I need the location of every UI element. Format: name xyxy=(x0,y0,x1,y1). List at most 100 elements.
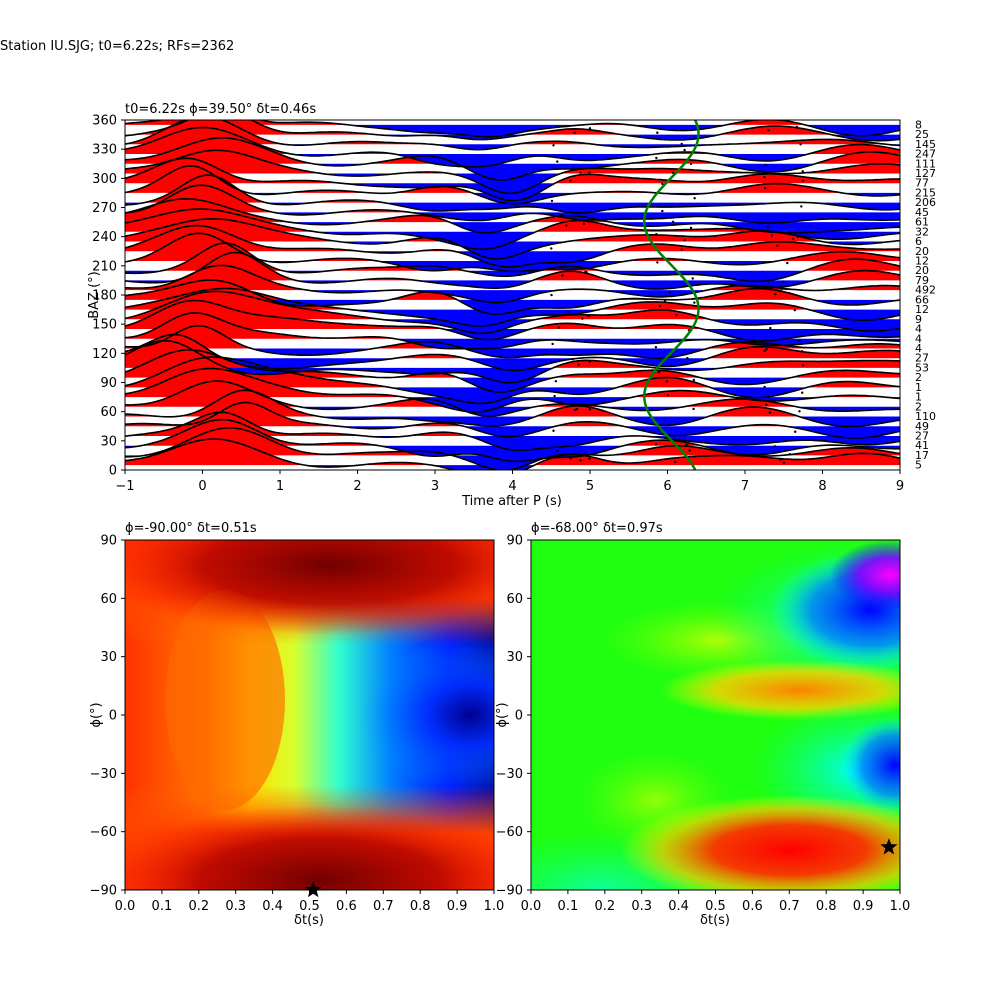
rf-positive-fill xyxy=(125,427,900,456)
rf-trace-line xyxy=(125,232,900,273)
rf-pick-dot xyxy=(556,449,559,453)
rf-pick-dot xyxy=(573,131,577,135)
rf-trace-line xyxy=(125,197,900,234)
rf-pick-dot xyxy=(563,265,566,268)
rf-pick-dot xyxy=(801,364,805,367)
grid-left-x-tick-label: 1.0 xyxy=(484,899,505,914)
rf-bin-count: 2 xyxy=(915,400,922,413)
rf-pick-dot xyxy=(556,160,559,163)
rf-pick-dot xyxy=(581,317,584,320)
rf-bin-count: 25 xyxy=(915,128,929,141)
rf-bin-count: 1 xyxy=(915,391,922,404)
grid-right-y-tick-label: 60 xyxy=(506,592,523,607)
rf-trace-line xyxy=(125,242,900,283)
grid-right-x-tick-label: 0.3 xyxy=(631,899,652,914)
rf-pick-dot xyxy=(788,453,791,456)
rf-bin-count: 127 xyxy=(915,167,936,180)
rf-pick-dot xyxy=(685,443,688,447)
rf-trace-line xyxy=(125,174,900,214)
grid-right-y-tick-label: 30 xyxy=(506,650,523,665)
rf-bin-count: 12 xyxy=(915,303,929,316)
grid-right-y-tick-label: 0 xyxy=(515,709,523,724)
grid-left-y-tick-label: −60 xyxy=(90,825,117,840)
rf-pick-dot xyxy=(765,403,768,407)
rf-pick-dot xyxy=(552,144,555,147)
rf-pick-dot xyxy=(674,460,677,464)
rf-pick-dot xyxy=(661,182,664,186)
grid-right-x-tick-label: 0.0 xyxy=(521,899,542,914)
rf-bin-count: 49 xyxy=(915,420,929,433)
grid-left-blue-core xyxy=(360,635,494,795)
grid-right-x-label: δt(s) xyxy=(700,913,730,928)
rf-x-tick-label: 0 xyxy=(198,479,206,494)
rf-pick-dot xyxy=(588,408,592,411)
rf-bin-count: 41 xyxy=(915,439,929,452)
rf-bin-count: 4 xyxy=(915,323,922,336)
rf-negative-fill xyxy=(125,348,900,359)
rf-bin-count: 8 xyxy=(915,118,922,131)
grid-left-heatmap xyxy=(125,540,494,890)
rf-y-tick-label: 0 xyxy=(109,464,117,479)
rf-bin-count: 6 xyxy=(915,235,922,248)
rf-pick-dot xyxy=(774,292,777,296)
rf-bin-count: 77 xyxy=(915,177,929,190)
grid-right-x-tick-label: 0.6 xyxy=(742,899,763,914)
rf-pick-dot xyxy=(550,199,554,203)
rf-bin-count: 206 xyxy=(915,196,936,209)
rf-pick-dot xyxy=(688,449,691,452)
rf-pick-dot xyxy=(585,271,588,274)
grid-right-heatmap xyxy=(531,540,900,890)
rf-pick-dot xyxy=(657,371,661,374)
rf-trace-line xyxy=(125,120,900,142)
rf-negative-fill xyxy=(125,309,900,326)
rf-bin-count: 32 xyxy=(915,225,929,238)
rf-pick-dot xyxy=(680,142,683,146)
grid-left-x-tick-label: 0.8 xyxy=(410,899,431,914)
rf-pick-dot xyxy=(588,171,591,174)
rf-pick-dot xyxy=(588,360,591,363)
rf-x-tick-label: 5 xyxy=(586,479,594,494)
rf-y-tick-label: 330 xyxy=(92,143,117,158)
rf-pick-dot xyxy=(793,308,797,312)
rf-pick-dot xyxy=(692,407,695,411)
rf-pick-dot xyxy=(569,179,572,182)
rf-bin-count: 145 xyxy=(915,138,936,151)
rf-pick-dot xyxy=(691,277,694,280)
rf-pick-dot xyxy=(692,378,696,382)
grid-left-x-tick-label: 0.5 xyxy=(299,899,320,914)
rf-pick-dot xyxy=(782,280,785,283)
rf-negative-fill xyxy=(125,358,900,371)
rf-positive-fill xyxy=(125,252,900,281)
rf-x-tick-label: 8 xyxy=(818,479,826,494)
grid-left-x-tick-label: 0.0 xyxy=(115,899,136,914)
rf-y-tick-label: 150 xyxy=(92,318,117,333)
rf-y-tick-label: 90 xyxy=(100,376,117,391)
rf-pick-dot xyxy=(763,176,766,179)
rf-pick-dot xyxy=(794,430,797,433)
rf-pick-dot xyxy=(656,261,659,264)
rf-pick-dot xyxy=(656,131,659,134)
rf-trace-line xyxy=(125,411,900,452)
rf-trace-line xyxy=(125,367,900,413)
rf-trace-line xyxy=(125,312,900,350)
rf-pick-dot xyxy=(798,339,801,342)
rf-x-tick-label: 7 xyxy=(741,479,749,494)
rf-negative-fill xyxy=(125,426,900,439)
grid-right-y-tick-label: −30 xyxy=(496,767,523,782)
rf-pick-dot xyxy=(663,299,667,302)
rf-pick-dot xyxy=(683,239,686,242)
rf-negative-fill xyxy=(125,173,900,194)
rf-y-tick-label: 300 xyxy=(92,172,117,187)
figure-title: Station IU.SJG; t0=6.22s; RFs=2362 xyxy=(0,39,234,54)
grid-left-x-tick-label: 0.6 xyxy=(336,899,357,914)
rf-bin-count: 111 xyxy=(915,157,936,170)
rf-pick-dot xyxy=(795,125,798,129)
rf-positive-fill xyxy=(125,439,900,466)
grid-right-best-fit-star-icon xyxy=(880,838,898,855)
rf-pick-dot xyxy=(579,459,582,462)
grid-right-x-tick-label: 0.7 xyxy=(779,899,800,914)
rf-trace-line xyxy=(125,438,900,470)
rf-pick-dot xyxy=(575,408,579,411)
rf-positive-fill xyxy=(125,265,900,291)
rf-negative-fill xyxy=(125,134,900,141)
